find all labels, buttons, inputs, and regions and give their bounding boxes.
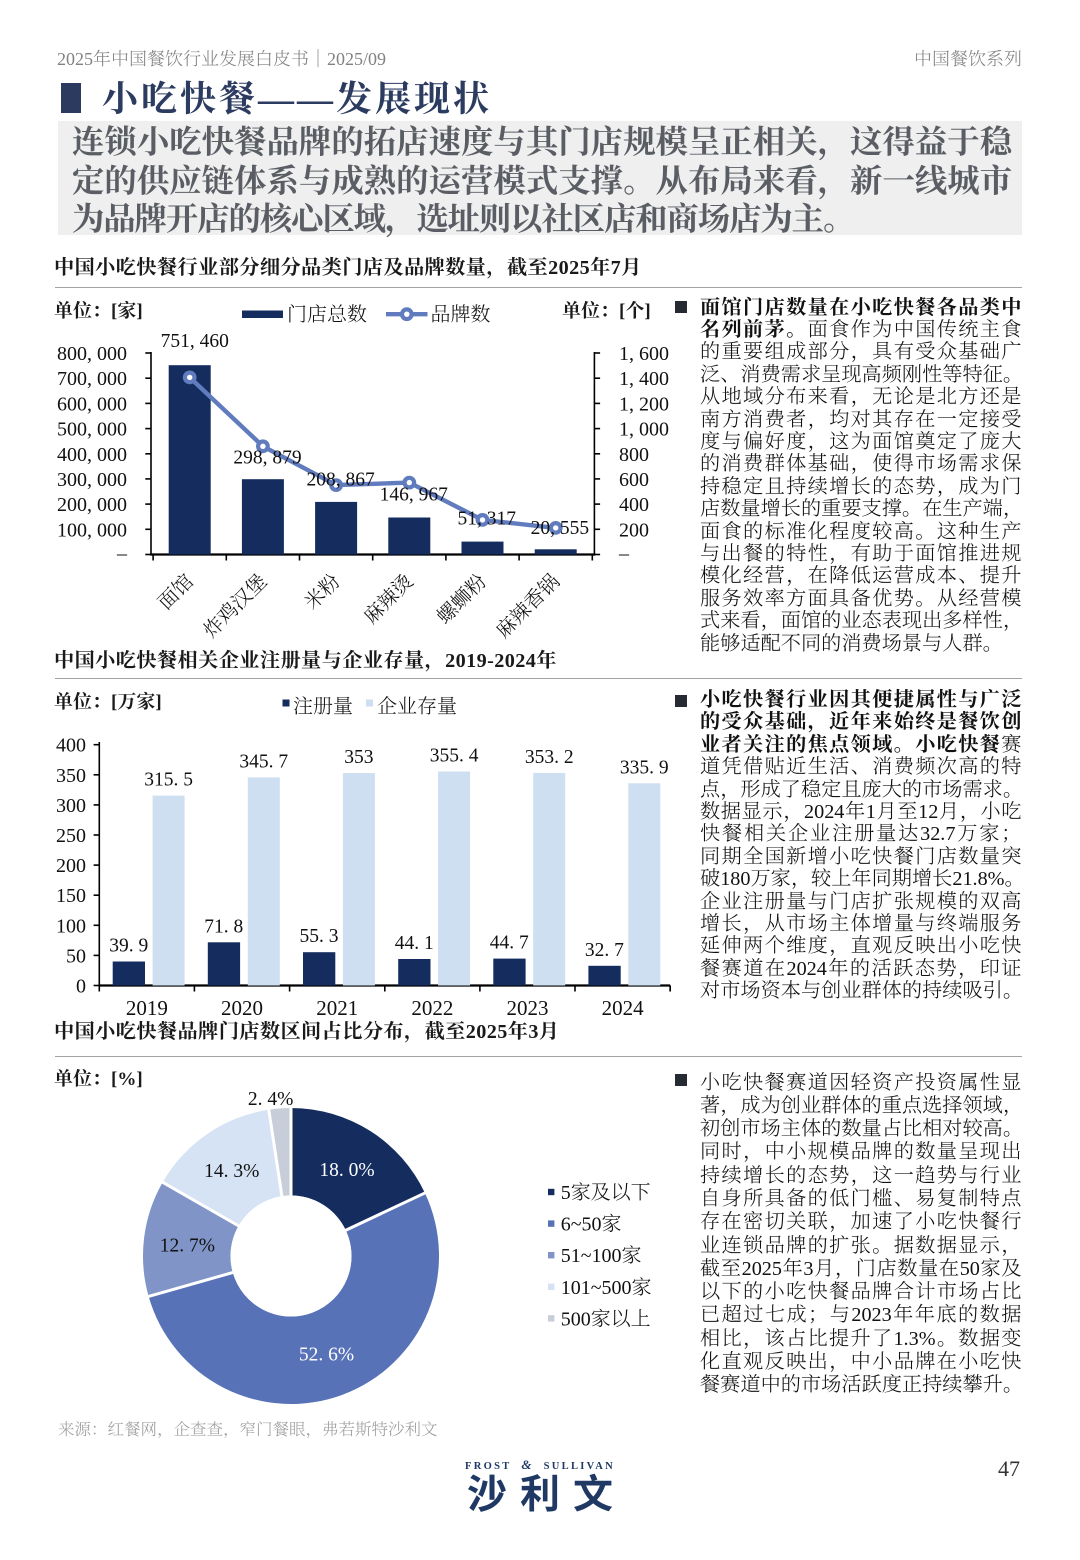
svg-text:18. 0%: 18. 0% <box>319 1160 374 1181</box>
svg-text:2022: 2022 <box>411 996 453 1020</box>
svg-text:1, 200: 1, 200 <box>619 393 669 415</box>
svg-text:面馆: 面馆 <box>154 570 198 614</box>
svg-text:300: 300 <box>56 795 86 817</box>
svg-text:麻辣香锅: 麻辣香锅 <box>492 570 564 642</box>
svg-text:2021: 2021 <box>316 996 358 1020</box>
svg-text:71. 8: 71. 8 <box>204 916 243 937</box>
svg-text:400: 400 <box>619 494 649 516</box>
svg-text:208, 867: 208, 867 <box>306 470 375 491</box>
svg-text:52. 6%: 52. 6% <box>299 1345 354 1366</box>
svg-text:600, 000: 600, 000 <box>57 393 127 415</box>
svg-text:注册量: 注册量 <box>293 696 353 718</box>
svg-text:2020: 2020 <box>221 996 263 1020</box>
svg-text:100, 000: 100, 000 <box>57 519 127 541</box>
svg-text:800: 800 <box>619 444 649 466</box>
svg-text:600: 600 <box>619 469 649 491</box>
svg-text:500家以上: 500家以上 <box>561 1308 651 1330</box>
svg-text:门店总数: 门店总数 <box>287 304 367 326</box>
svg-text:200, 000: 200, 000 <box>57 494 127 516</box>
svg-text:751, 460: 751, 460 <box>161 331 229 352</box>
svg-text:32. 7: 32. 7 <box>585 940 624 961</box>
svg-text:345. 7: 345. 7 <box>239 751 288 772</box>
svg-text:51~100家: 51~100家 <box>561 1245 642 1267</box>
svg-text:39. 9: 39. 9 <box>109 936 148 957</box>
svg-text:44. 7: 44. 7 <box>490 933 529 954</box>
svg-text:300, 000: 300, 000 <box>57 469 127 491</box>
svg-text:101~500家: 101~500家 <box>561 1277 652 1299</box>
svg-text:1, 000: 1, 000 <box>619 419 669 441</box>
svg-text:335. 9: 335. 9 <box>620 757 669 778</box>
svg-text:51, 317: 51, 317 <box>458 509 517 530</box>
svg-text:12. 7%: 12. 7% <box>160 1235 215 1256</box>
svg-text:5家及以下: 5家及以下 <box>561 1182 651 1204</box>
svg-text:353: 353 <box>344 747 373 768</box>
svg-text:米粉: 米粉 <box>301 570 345 614</box>
svg-text:400, 000: 400, 000 <box>57 444 127 466</box>
svg-text:800, 000: 800, 000 <box>57 343 127 365</box>
svg-text:品牌数: 品牌数 <box>431 304 491 326</box>
svg-text:–: – <box>618 543 630 565</box>
svg-text:企业存量: 企业存量 <box>377 696 457 718</box>
svg-text:100: 100 <box>56 915 86 937</box>
svg-text:150: 150 <box>56 885 86 907</box>
svg-text:6~50家: 6~50家 <box>561 1214 622 1236</box>
svg-text:400: 400 <box>56 735 86 757</box>
svg-text:298, 879: 298, 879 <box>233 448 301 469</box>
svg-text:50: 50 <box>66 945 86 967</box>
svg-text:–: – <box>116 543 128 565</box>
svg-text:55. 3: 55. 3 <box>300 926 339 947</box>
svg-text:2024: 2024 <box>602 996 645 1020</box>
svg-text:315. 5: 315. 5 <box>144 770 193 791</box>
svg-text:500, 000: 500, 000 <box>57 419 127 441</box>
svg-text:44. 1: 44. 1 <box>395 933 434 954</box>
svg-text:700, 000: 700, 000 <box>57 368 127 390</box>
svg-text:350: 350 <box>56 765 86 787</box>
svg-text:麻辣烫: 麻辣烫 <box>360 570 418 628</box>
svg-text:200: 200 <box>619 519 649 541</box>
svg-text:20, 555: 20, 555 <box>531 518 590 539</box>
svg-text:0: 0 <box>76 976 86 998</box>
svg-text:14. 3%: 14. 3% <box>204 1161 259 1182</box>
svg-text:146, 967: 146, 967 <box>380 485 449 506</box>
svg-text:2. 4%: 2. 4% <box>248 1089 294 1110</box>
svg-text:353. 2: 353. 2 <box>525 747 574 768</box>
svg-text:250: 250 <box>56 825 86 847</box>
svg-text:200: 200 <box>56 855 86 877</box>
svg-text:螺蛳粉: 螺蛳粉 <box>433 570 491 628</box>
svg-text:炸鸡汉堡: 炸鸡汉堡 <box>199 570 271 642</box>
svg-text:1, 400: 1, 400 <box>619 368 669 390</box>
svg-text:1, 600: 1, 600 <box>619 343 669 365</box>
svg-text:355. 4: 355. 4 <box>430 746 479 767</box>
svg-text:2019: 2019 <box>126 996 168 1020</box>
svg-text:2023: 2023 <box>507 996 549 1020</box>
